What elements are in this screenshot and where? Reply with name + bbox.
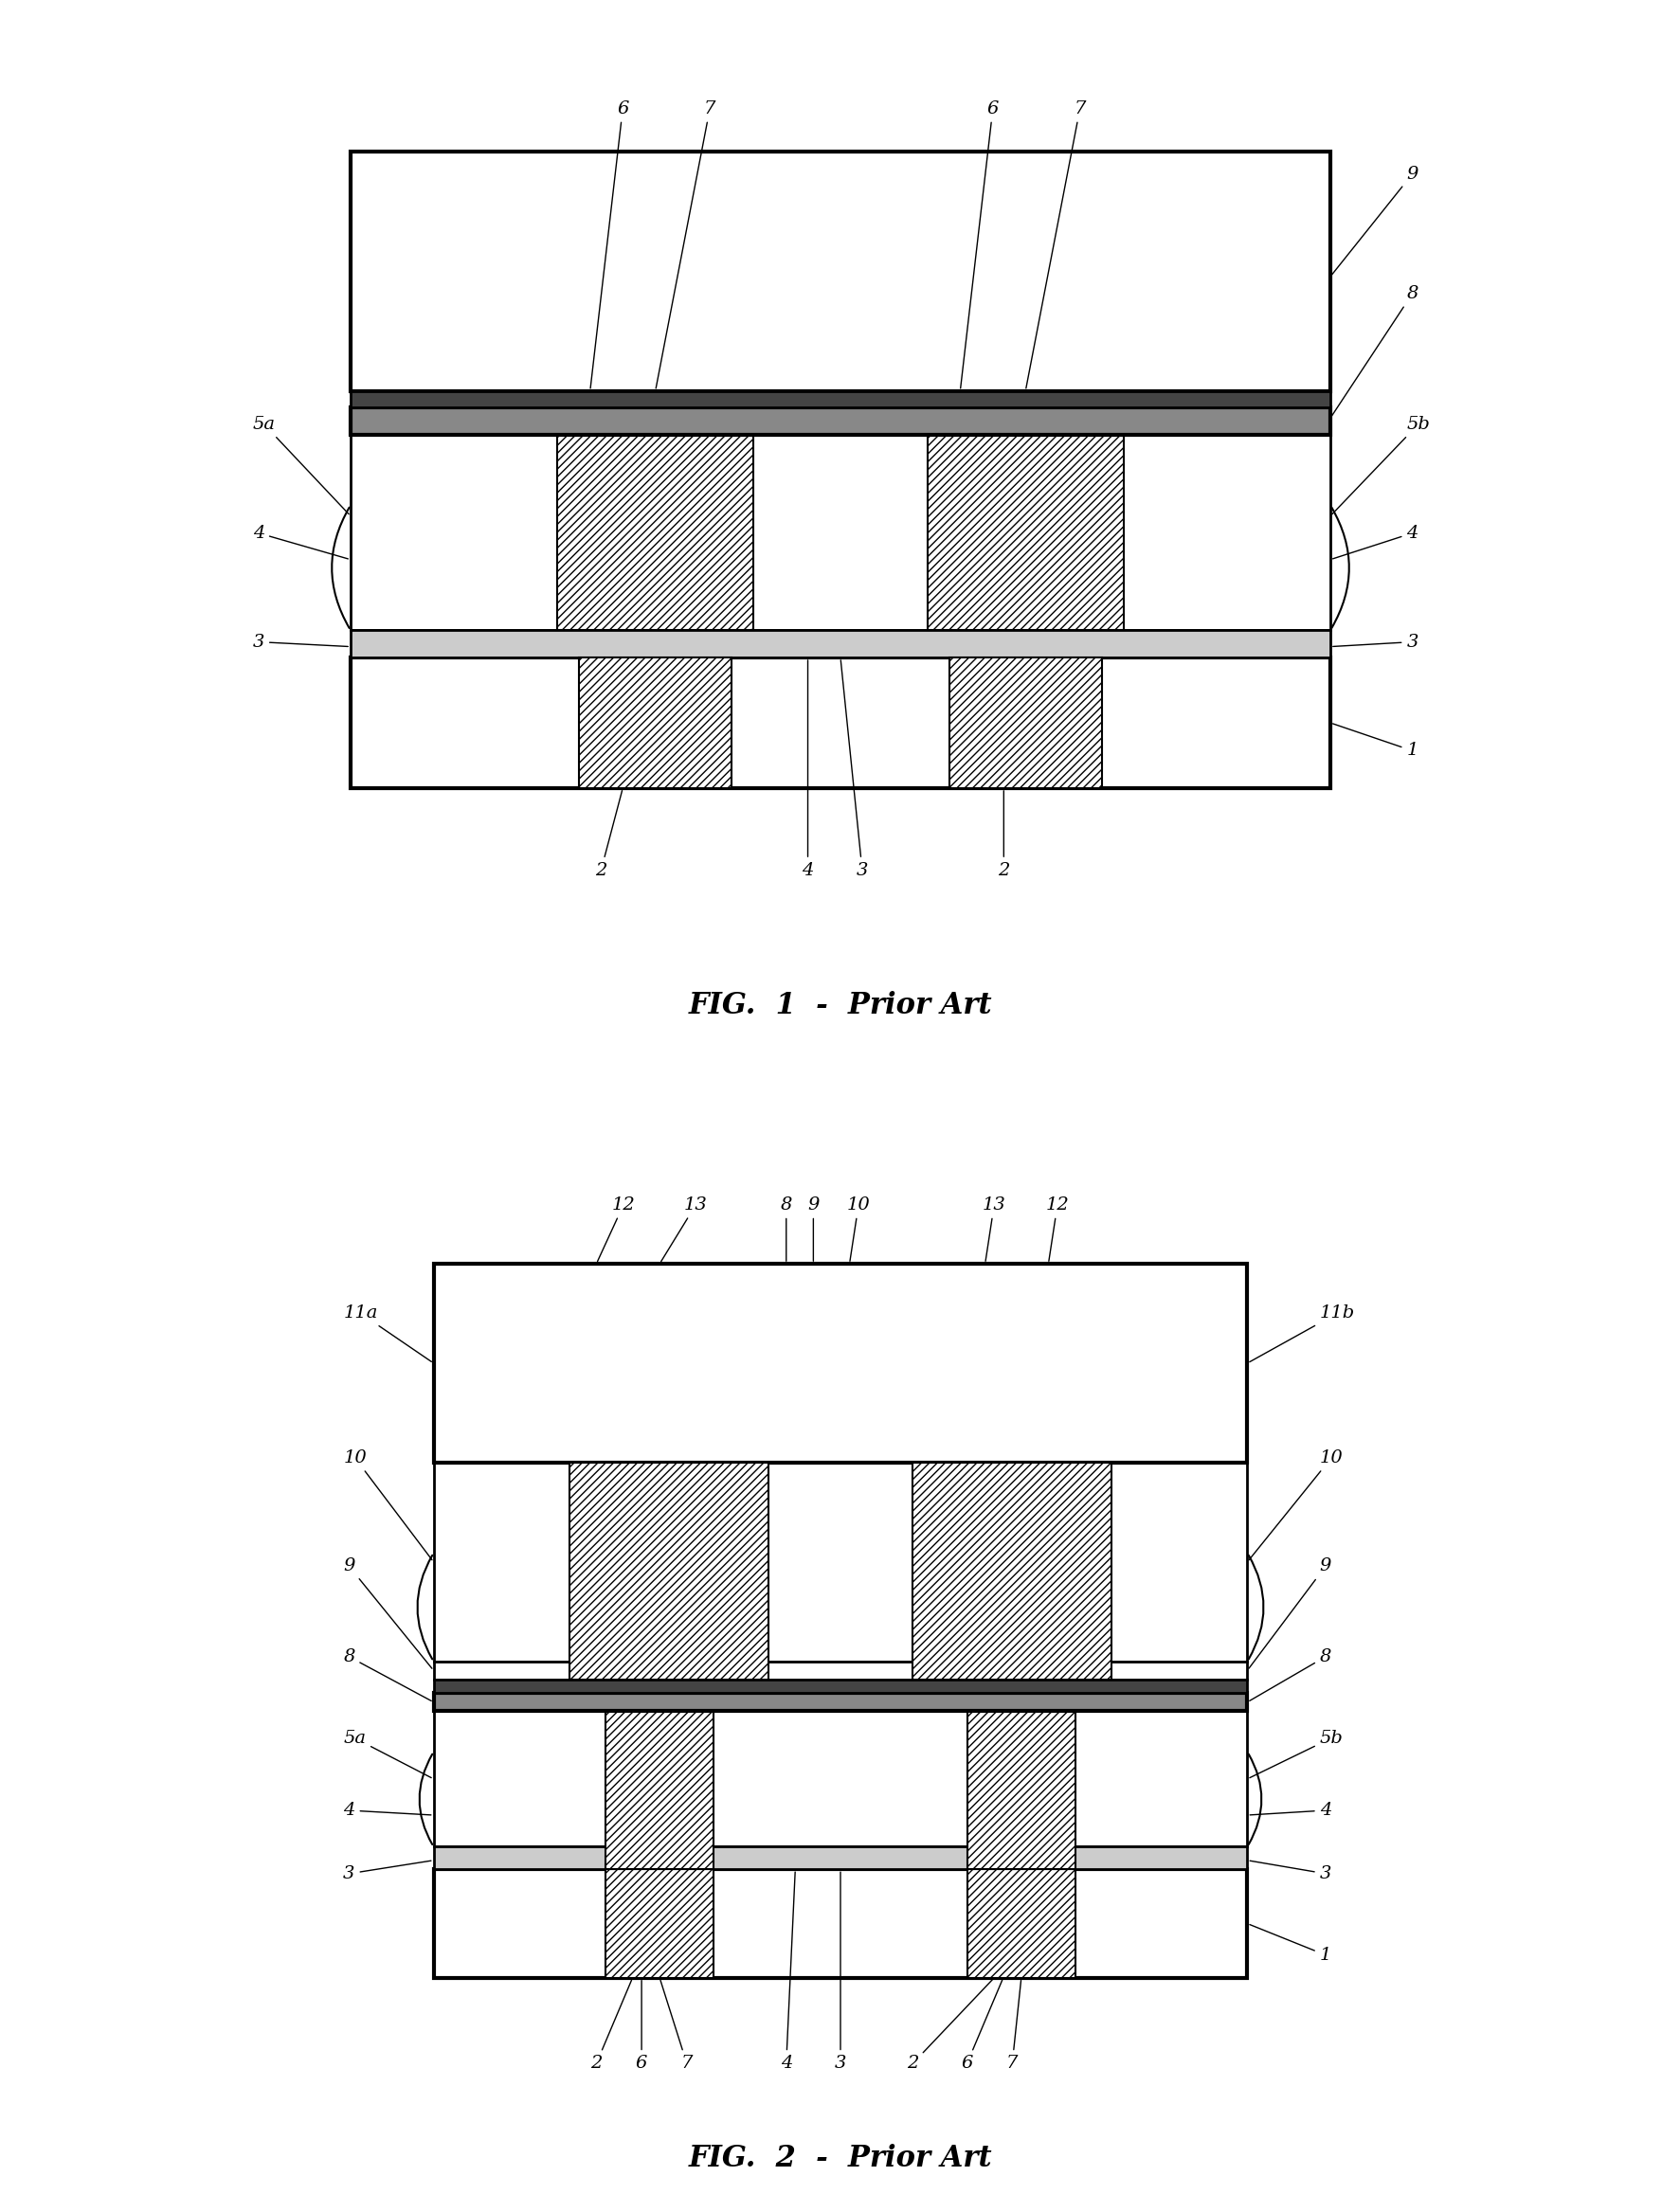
Text: 10: 10 bbox=[847, 1197, 870, 1261]
Bar bbox=[433, 1712, 1247, 1847]
Text: 6: 6 bbox=[961, 1980, 1001, 2073]
Text: FIG.  1  -  Prior Art: FIG. 1 - Prior Art bbox=[689, 991, 991, 1020]
Text: 5b: 5b bbox=[1248, 1730, 1342, 1778]
Bar bbox=[433, 1692, 1247, 1712]
Text: 13: 13 bbox=[981, 1197, 1005, 1261]
Text: 9: 9 bbox=[1248, 1557, 1331, 1668]
Text: 1: 1 bbox=[1248, 1924, 1331, 1964]
Text: 4: 4 bbox=[343, 1803, 430, 1818]
Bar bbox=[351, 630, 1329, 657]
Bar bbox=[351, 392, 1329, 407]
Text: 10: 10 bbox=[1248, 1449, 1342, 1559]
Bar bbox=[351, 434, 1329, 630]
Text: 7: 7 bbox=[660, 1980, 692, 2073]
Bar bbox=[433, 1661, 1247, 1679]
Bar bbox=[605, 1869, 714, 1978]
Text: 3: 3 bbox=[343, 1860, 430, 1882]
Bar bbox=[351, 657, 1329, 787]
Text: 9: 9 bbox=[806, 1197, 818, 1261]
Bar bbox=[433, 1263, 1247, 1462]
Text: 2: 2 bbox=[998, 790, 1010, 878]
Bar bbox=[966, 1869, 1075, 1978]
Text: 5a: 5a bbox=[252, 416, 349, 513]
Text: 7: 7 bbox=[1006, 1980, 1020, 2073]
Bar bbox=[927, 434, 1122, 630]
Text: 7: 7 bbox=[1025, 100, 1085, 389]
Text: 11b: 11b bbox=[1248, 1305, 1354, 1363]
Text: 8: 8 bbox=[343, 1648, 432, 1701]
Text: 2: 2 bbox=[590, 1980, 632, 2073]
Bar bbox=[605, 1712, 714, 1869]
Text: 12: 12 bbox=[596, 1197, 635, 1261]
Bar bbox=[351, 407, 1329, 434]
Text: 3: 3 bbox=[1332, 633, 1418, 650]
Text: 12: 12 bbox=[1045, 1197, 1068, 1261]
Text: FIG.  2  -  Prior Art: FIG. 2 - Prior Art bbox=[689, 2143, 991, 2172]
Bar bbox=[433, 1847, 1247, 1869]
Bar bbox=[580, 657, 731, 787]
Text: 11a: 11a bbox=[343, 1305, 432, 1363]
Text: 8: 8 bbox=[1331, 285, 1418, 416]
Bar bbox=[912, 1462, 1110, 1679]
Text: 1: 1 bbox=[1332, 723, 1418, 759]
Text: 10: 10 bbox=[343, 1449, 432, 1559]
Bar bbox=[433, 1869, 1247, 1978]
Text: 6: 6 bbox=[590, 100, 628, 389]
Text: 13: 13 bbox=[660, 1197, 707, 1261]
Text: 3: 3 bbox=[840, 659, 867, 878]
Text: 3: 3 bbox=[1250, 1860, 1331, 1882]
Text: 6: 6 bbox=[959, 100, 998, 389]
Text: 8: 8 bbox=[780, 1197, 791, 1261]
Text: 3: 3 bbox=[252, 633, 348, 650]
Text: 8: 8 bbox=[1248, 1648, 1331, 1701]
Text: 4: 4 bbox=[1250, 1803, 1331, 1818]
Bar bbox=[949, 657, 1100, 787]
Text: 2: 2 bbox=[907, 1980, 991, 2073]
Text: 5b: 5b bbox=[1331, 416, 1430, 513]
Text: 5a: 5a bbox=[343, 1730, 432, 1778]
Bar bbox=[433, 1679, 1247, 1692]
Bar bbox=[570, 1462, 768, 1679]
Bar bbox=[433, 1462, 1247, 1661]
Text: 7: 7 bbox=[655, 100, 716, 389]
Text: 4: 4 bbox=[1332, 524, 1418, 560]
Text: 4: 4 bbox=[252, 524, 348, 560]
Text: 3: 3 bbox=[835, 1871, 845, 2073]
Text: 2: 2 bbox=[595, 790, 622, 878]
Bar bbox=[966, 1712, 1075, 1869]
Bar bbox=[558, 434, 753, 630]
Text: 4: 4 bbox=[780, 1871, 795, 2073]
Text: 6: 6 bbox=[635, 1980, 647, 2073]
Text: 9: 9 bbox=[343, 1557, 432, 1668]
Text: 9: 9 bbox=[1331, 166, 1418, 274]
Text: 4: 4 bbox=[801, 659, 813, 878]
Bar bbox=[351, 150, 1329, 392]
